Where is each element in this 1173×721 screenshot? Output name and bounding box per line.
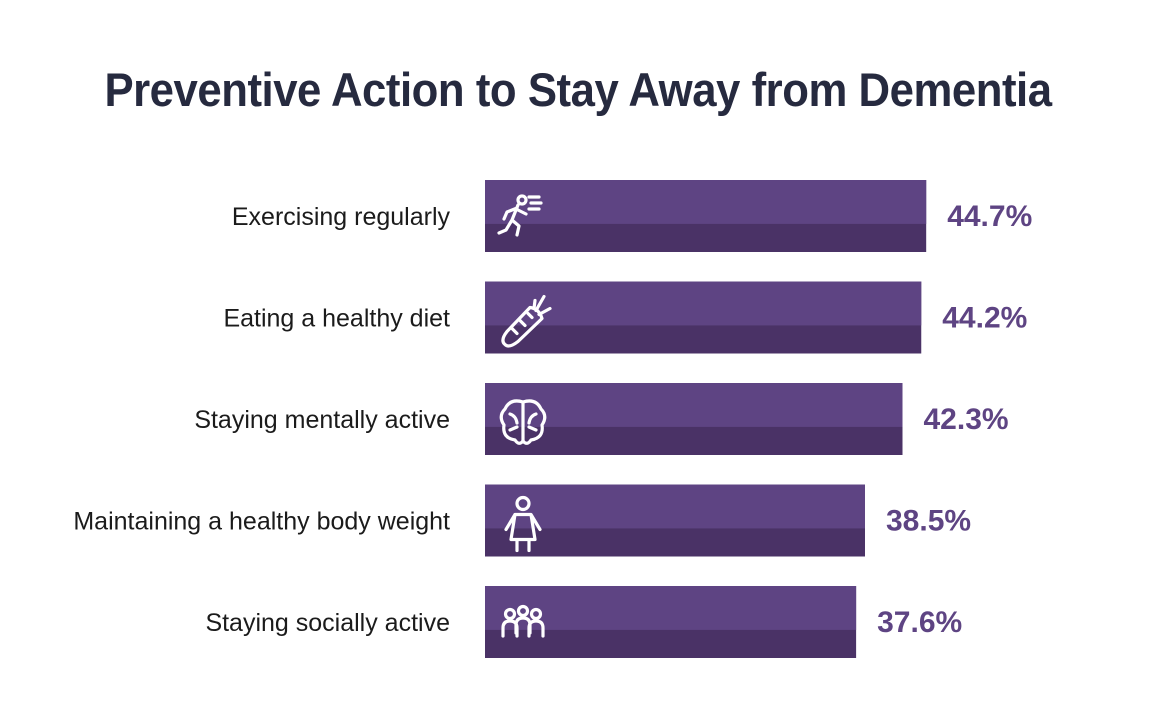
bar-group: Staying socially active 37.6% (205, 586, 962, 658)
group-icon (501, 604, 545, 638)
brain-icon (499, 399, 547, 445)
carrot-icon (501, 294, 552, 348)
value-label: 44.2% (942, 302, 1027, 335)
value-label: 44.7% (947, 200, 1032, 233)
value-label: 38.5% (886, 505, 971, 538)
bar-group: Eating a healthy diet 44.2% (223, 281, 1027, 354)
bar-group: Maintaining a healthy body weight 38.5% (73, 484, 971, 557)
bar-highlight (485, 484, 865, 529)
category-label: Exercising regularly (232, 203, 451, 231)
bar-highlight (485, 383, 903, 427)
bar-group: Staying mentally active 42.3% (194, 383, 1009, 455)
category-label: Eating a healthy diet (223, 305, 450, 333)
category-label: Maintaining a healthy body weight (73, 508, 450, 536)
chart-title: Preventive Action to Stay Away from Deme… (104, 63, 1052, 116)
value-label: 37.6% (877, 606, 962, 639)
category-label: Staying socially active (205, 609, 450, 637)
person-icon (504, 495, 542, 553)
category-label: Staying mentally active (194, 406, 450, 434)
bar-highlight (485, 180, 927, 224)
bar-highlight (485, 586, 857, 630)
value-label: 42.3% (924, 403, 1009, 436)
bar-group: Exercising regularly 44.7% (232, 180, 1032, 252)
running-person-icon (497, 194, 543, 237)
bar-highlight (485, 281, 922, 326)
